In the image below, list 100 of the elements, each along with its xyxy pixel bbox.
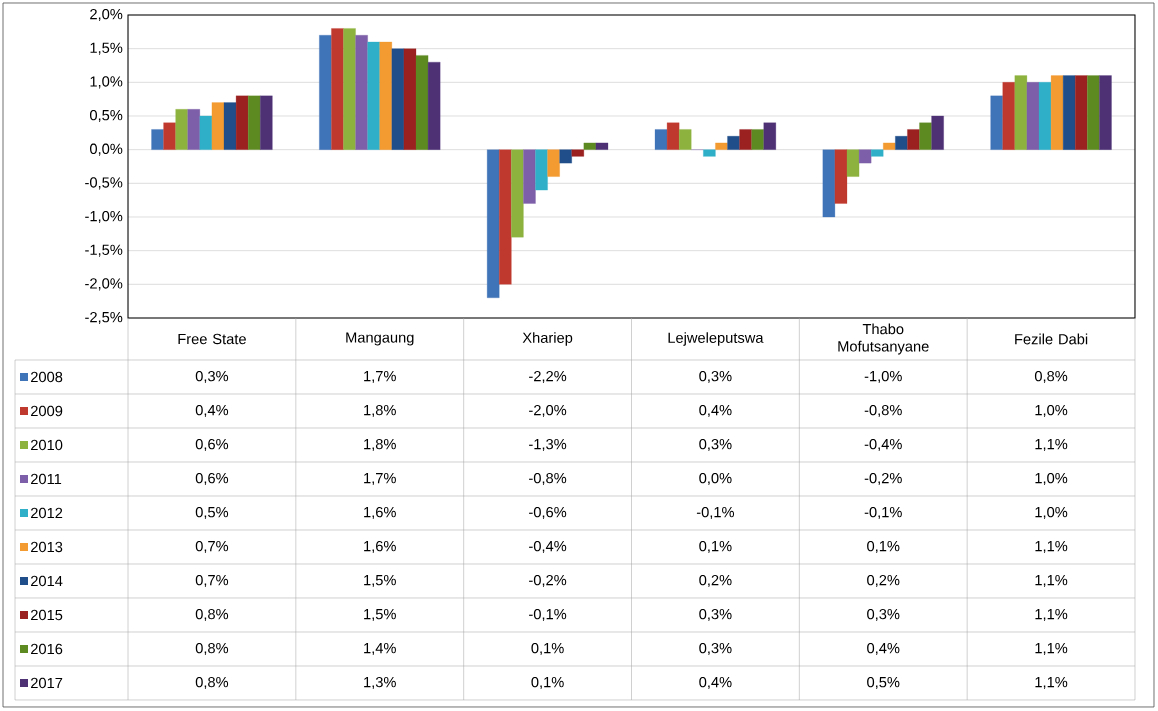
data-label: 1,1% [1035, 642, 1068, 656]
data-label: 1,1% [1035, 574, 1068, 588]
bar [343, 28, 356, 150]
data-label: 1,1% [1035, 438, 1068, 452]
bar [319, 35, 332, 150]
legend-label: 2008 [31, 371, 63, 383]
data-label: 1,7% [364, 370, 396, 384]
bar [163, 122, 176, 150]
data-label: 0,5% [195, 506, 229, 520]
bar [248, 95, 261, 150]
data-label: -0,1% [529, 608, 567, 622]
bar [499, 149, 512, 285]
bar [1014, 75, 1028, 150]
bar [559, 149, 572, 164]
data-label: 0,7% [195, 540, 229, 554]
data-label: 0,8% [1034, 370, 1068, 384]
y-tick-label: -1,0% [85, 210, 123, 224]
bar [1075, 75, 1088, 150]
bar [511, 149, 524, 238]
y-tick-label: 0,5% [89, 109, 123, 123]
legend-label: 2012 [31, 507, 63, 519]
data-label: 0,4% [699, 676, 732, 690]
bar [763, 122, 776, 150]
bar [858, 149, 872, 164]
data-label: 1,6% [364, 506, 396, 520]
legend-label: 2016 [31, 643, 63, 655]
bar [1099, 75, 1112, 150]
data-label: 0,6% [195, 438, 229, 452]
x-tick-label: Fezile Dabi [1015, 333, 1088, 345]
data-label: 1,5% [364, 574, 396, 588]
bar [919, 122, 932, 150]
data-label: 0,1% [531, 642, 564, 656]
bar [1002, 82, 1015, 150]
bar [355, 35, 368, 150]
data-label: 1,5% [364, 608, 396, 622]
bar [260, 95, 273, 150]
data-label: 0,4% [699, 404, 732, 418]
data-label: -0,1% [864, 506, 902, 520]
bar [487, 149, 500, 298]
bar [1087, 75, 1100, 150]
data-label: -0,4% [529, 540, 567, 554]
bar [1063, 75, 1076, 150]
bar [571, 149, 584, 157]
data-label: -2,2% [529, 370, 567, 384]
data-label: 1,1% [1035, 676, 1068, 690]
data-label: 0,0% [699, 472, 732, 486]
data-label: 1,8% [364, 438, 396, 452]
bar [931, 115, 944, 150]
data-label: 0,3% [699, 608, 732, 622]
data-label: 0,8% [195, 608, 229, 622]
data-label: 0,1% [699, 540, 732, 554]
data-label: 1,7% [364, 472, 396, 486]
data-label: 0,4% [195, 404, 229, 418]
data-label: 1,4% [364, 642, 396, 656]
bar [1026, 82, 1040, 150]
y-tick-label: -2,0% [85, 278, 123, 291]
bar [427, 61, 441, 150]
bar [391, 48, 405, 150]
x-tick-label: Thabo Mofutsanyane [838, 323, 929, 355]
bar [403, 48, 417, 150]
bar [211, 102, 225, 150]
bar [415, 55, 429, 150]
data-label: 1,3% [364, 676, 396, 690]
y-tick-label: 2,0% [90, 8, 123, 22]
data-label: 0,2% [867, 574, 900, 588]
bar [379, 41, 392, 150]
bar [595, 142, 609, 150]
data-label: -0,8% [529, 472, 567, 486]
data-label: 0,2% [699, 574, 732, 588]
data-label: 0,8% [195, 676, 229, 690]
bar [895, 136, 908, 150]
y-tick-label: 1,0% [90, 76, 123, 89]
legend-label: 2017 [31, 677, 63, 689]
legend-label: 2013 [31, 541, 63, 553]
data-label: 0,3% [699, 438, 732, 452]
data-label: 0,3% [699, 370, 732, 384]
data-label: 1,0% [1035, 404, 1068, 418]
bar [727, 136, 740, 150]
bar [679, 129, 692, 150]
legend-label: 2014 [31, 575, 63, 587]
bar [990, 95, 1003, 150]
y-tick-label: -0,5% [85, 177, 123, 190]
data-label: -1,3% [529, 438, 567, 452]
data-label: 0,7% [195, 574, 229, 588]
data-label: -0,8% [864, 404, 902, 418]
bar [223, 102, 237, 150]
data-label: 1,1% [1035, 540, 1068, 554]
bar [175, 109, 188, 150]
data-label: -0,2% [864, 472, 902, 486]
bar [739, 129, 752, 150]
bar [187, 109, 200, 150]
data-label: 1,1% [1035, 608, 1068, 622]
data-label: 0,5% [867, 676, 900, 690]
x-tick-label: Xhariep [522, 332, 573, 346]
data-label: -2,0% [529, 404, 567, 418]
data-label: 0,3% [195, 370, 229, 384]
data-label: 0,3% [867, 608, 900, 622]
bar [703, 149, 716, 157]
y-tick-label: 0,0% [89, 143, 123, 156]
bar [822, 149, 836, 218]
